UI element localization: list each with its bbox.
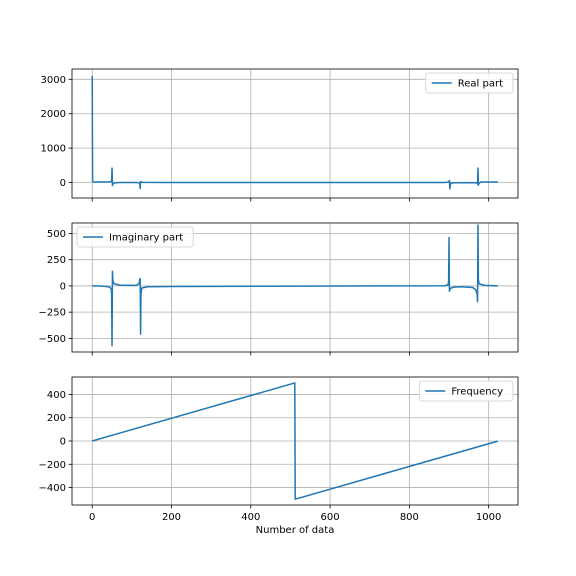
- chart-panel-1: 0 1000 2000 3000 Real part: [41, 68, 519, 202]
- y-tick-label: 3000: [41, 75, 66, 86]
- x-axis-label: Number of data: [256, 525, 335, 536]
- axes-frame: [71, 68, 519, 199]
- y-tick-label: 250: [47, 255, 66, 266]
- y-tick-label: 200: [47, 413, 66, 424]
- legend: Real part: [425, 72, 514, 94]
- legend-label: Imaginary part: [109, 233, 183, 244]
- legend-box: [76, 226, 194, 248]
- x-tick-label: 800: [400, 512, 419, 523]
- y-tick-label: −250: [39, 308, 66, 319]
- legend: Frequency: [418, 380, 514, 402]
- y-tick-label: 2000: [41, 109, 66, 120]
- legend-box: [418, 380, 514, 402]
- x-tick-label: 1000: [476, 512, 501, 523]
- series-line: [92, 382, 498, 500]
- x-tick-label: 0: [89, 512, 95, 523]
- y-tick-label: 1000: [41, 144, 66, 155]
- y-tick-label: 500: [47, 229, 66, 240]
- x-tick-label: 600: [321, 512, 340, 523]
- series-line: [92, 224, 498, 347]
- y-tick-label: 400: [47, 390, 66, 401]
- y-tick-label: −500: [39, 334, 66, 345]
- y-tick-label: 0: [60, 437, 66, 448]
- y-tick-label: 0: [60, 178, 66, 189]
- legend: Imaginary part: [76, 226, 194, 248]
- y-tick-label: −400: [39, 483, 66, 494]
- legend-label: Real part: [458, 79, 503, 90]
- legend-label: Frequency: [451, 387, 503, 398]
- y-tick-label: −200: [39, 460, 66, 471]
- axes-frame: [71, 222, 519, 353]
- chart-panel-2: −500 −250 0 250 500 Imaginary part: [39, 222, 519, 356]
- series-line: [91, 75, 498, 190]
- x-tick-label: 400: [241, 512, 260, 523]
- x-tick-label: 200: [162, 512, 181, 523]
- legend-box: [425, 72, 514, 94]
- y-tick-label: 0: [60, 281, 66, 292]
- chart-panel-3: 0 200 400 600 800 1000 −400 −200 0 200 400 Number o…: [39, 376, 519, 536]
